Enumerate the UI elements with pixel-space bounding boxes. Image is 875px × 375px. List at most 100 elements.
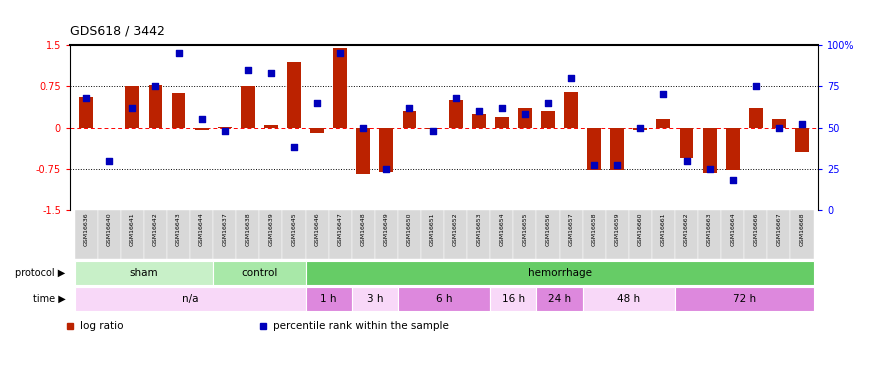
Text: GSM16650: GSM16650 <box>407 212 412 246</box>
Bar <box>675 287 814 311</box>
Text: GSM16660: GSM16660 <box>638 212 643 246</box>
Point <box>795 121 809 127</box>
Bar <box>329 210 352 259</box>
Point <box>564 75 578 81</box>
Text: log ratio: log ratio <box>80 321 124 331</box>
Bar <box>380 128 393 171</box>
Bar <box>634 128 648 130</box>
Text: GSM16658: GSM16658 <box>592 212 597 246</box>
Text: GSM16651: GSM16651 <box>430 212 435 246</box>
Bar <box>749 108 763 128</box>
Bar <box>611 128 624 170</box>
Point <box>402 105 416 111</box>
Text: GSM16661: GSM16661 <box>661 212 666 246</box>
Point <box>264 70 278 76</box>
Bar <box>449 100 463 128</box>
Text: GSM16668: GSM16668 <box>800 212 804 246</box>
Bar <box>536 287 583 311</box>
Bar <box>564 92 578 128</box>
Text: GSM16640: GSM16640 <box>107 212 112 246</box>
Bar <box>772 119 786 128</box>
Bar <box>264 125 278 128</box>
Bar <box>121 210 144 259</box>
Bar <box>490 210 514 259</box>
Text: 16 h: 16 h <box>501 294 525 304</box>
Bar <box>425 128 439 129</box>
Bar <box>352 210 374 259</box>
Bar <box>767 210 790 259</box>
Bar <box>559 210 583 259</box>
Bar <box>98 210 121 259</box>
Bar <box>472 114 486 128</box>
Bar <box>721 210 745 259</box>
Bar <box>259 210 283 259</box>
Text: 1 h: 1 h <box>320 294 337 304</box>
Text: GSM16642: GSM16642 <box>153 212 158 246</box>
Bar <box>467 210 490 259</box>
Bar <box>190 210 214 259</box>
Point <box>541 100 555 106</box>
Bar <box>680 128 694 158</box>
Text: 72 h: 72 h <box>732 294 756 304</box>
Point <box>102 158 116 164</box>
Text: GSM16664: GSM16664 <box>731 212 735 246</box>
Text: control: control <box>242 268 277 278</box>
Point <box>518 111 532 117</box>
Point <box>656 92 670 98</box>
Point <box>310 100 324 106</box>
Bar <box>356 128 370 174</box>
Point <box>172 50 186 56</box>
Bar <box>795 128 808 152</box>
Text: GSM16646: GSM16646 <box>315 212 319 246</box>
Bar <box>790 210 814 259</box>
Bar <box>495 117 508 128</box>
Text: GSM16667: GSM16667 <box>776 212 781 246</box>
Text: GSM16643: GSM16643 <box>176 212 181 246</box>
Bar <box>352 287 398 311</box>
Bar <box>333 48 347 128</box>
Text: percentile rank within the sample: percentile rank within the sample <box>273 321 449 331</box>
Point <box>749 83 763 89</box>
Bar <box>236 210 259 259</box>
Point <box>149 83 163 89</box>
Point <box>634 124 648 130</box>
Text: n/a: n/a <box>182 294 199 304</box>
Bar <box>421 210 444 259</box>
Bar <box>490 287 536 311</box>
Bar <box>74 210 98 259</box>
Point <box>725 177 739 183</box>
Text: GSM16662: GSM16662 <box>684 212 689 246</box>
Bar <box>698 210 721 259</box>
Text: GSM16639: GSM16639 <box>269 212 273 246</box>
Point <box>494 105 508 111</box>
Bar <box>74 287 305 311</box>
Bar <box>149 85 163 128</box>
Bar <box>518 108 532 128</box>
Point <box>703 166 717 172</box>
Bar <box>374 210 398 259</box>
Point <box>680 158 694 164</box>
Bar <box>402 111 416 128</box>
Bar <box>172 93 186 128</box>
Bar <box>656 119 670 128</box>
Bar <box>606 210 629 259</box>
Bar <box>283 210 305 259</box>
Text: sham: sham <box>130 268 158 278</box>
Point <box>587 162 601 168</box>
Text: GSM16638: GSM16638 <box>245 212 250 246</box>
Text: GSM16654: GSM16654 <box>500 212 504 246</box>
Bar <box>167 210 190 259</box>
Bar <box>629 210 652 259</box>
Bar <box>587 128 601 170</box>
Bar <box>398 210 421 259</box>
Bar <box>218 127 232 128</box>
Bar <box>541 111 555 128</box>
Point <box>241 67 255 73</box>
Point <box>425 128 439 134</box>
Text: GSM16637: GSM16637 <box>222 212 228 246</box>
Text: GSM16653: GSM16653 <box>476 212 481 246</box>
Text: GSM16657: GSM16657 <box>569 212 573 246</box>
Bar <box>287 62 301 128</box>
Text: 48 h: 48 h <box>617 294 640 304</box>
Point <box>610 162 624 168</box>
